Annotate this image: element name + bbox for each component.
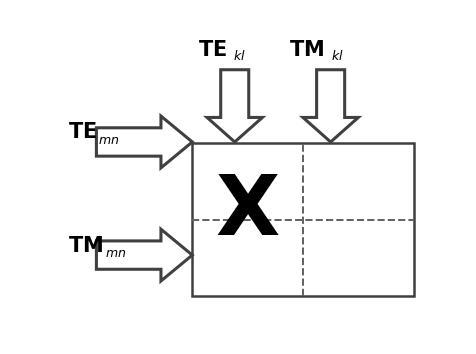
Text: $\mathbf{TE}$: $\mathbf{TE}$ [68,122,97,142]
Text: $\mathbf{TE}$: $\mathbf{TE}$ [198,40,227,60]
Bar [192,143,414,296]
Polygon shape [96,229,192,281]
Text: $\mathbf{TM}$: $\mathbf{TM}$ [68,235,103,256]
Polygon shape [303,70,358,142]
Text: $kl$: $kl$ [233,49,246,63]
Text: $kl$: $kl$ [331,49,343,63]
Polygon shape [207,70,262,142]
Text: X: X [216,171,280,252]
Text: $\mathbf{TM}$: $\mathbf{TM}$ [289,40,324,60]
Text: $mn$: $mn$ [98,134,119,147]
Text: $mn$: $mn$ [105,247,126,260]
Polygon shape [96,116,192,168]
